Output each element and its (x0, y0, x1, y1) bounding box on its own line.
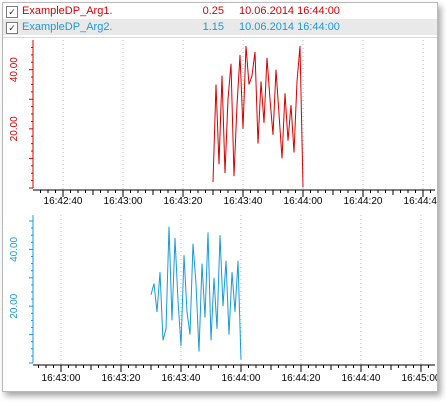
checkbox-icon[interactable]: ✓ (6, 6, 18, 18)
trend-chart-1[interactable]: 20.00 40.00 16:42:40 16:43:00 16:43:20 16:43:… (3, 38, 437, 206)
x-tick-label: 16:43:40 (224, 196, 263, 206)
legend-series-name: ExampleDP_Arg1. (22, 5, 113, 17)
x-tick-label: 16:44:20 (282, 373, 321, 384)
x-tick-label: 16:44:40 (342, 373, 381, 384)
y-tick-label: 20.00 (9, 293, 20, 318)
y-tick-label: 40.00 (9, 57, 20, 82)
legend-series-value: 0.25 (202, 5, 224, 17)
x-tick-label: 16:45:00 (402, 373, 437, 384)
legend-series-value: 1.15 (202, 21, 224, 33)
trend-plot-2[interactable]: 20.00 40.00 16:43:00 16:43:20 16:43:40 16:44:… (3, 213, 437, 391)
trend-legend: ✓ ExampleDP_Arg1. 0.25 10.06.2014 16:44:… (3, 3, 437, 38)
legend-series-name: ExampleDP_Arg2. (22, 21, 113, 33)
x-tick-label: 16:43:00 (104, 196, 143, 206)
series-line (150, 226, 242, 360)
x-tick-label: 16:43:20 (164, 196, 203, 206)
x-tick-label: 16:44:00 (222, 373, 261, 384)
x-tick-label: 16:44:00 (284, 196, 323, 206)
x-tick-label: 16:43:40 (162, 373, 201, 384)
legend-selection-highlight (3, 19, 437, 35)
trend-window: ✓ ExampleDP_Arg1. 0.25 10.06.2014 16:44:… (2, 2, 438, 392)
trend-chart-2[interactable]: 20.00 40.00 16:43:00 16:43:20 16:43:40 16:44:… (3, 213, 437, 391)
legend-series-time: 10.06.2014 16:44:00 (239, 21, 340, 33)
x-tick-label: 16:43:00 (42, 373, 81, 384)
series-line (212, 45, 304, 188)
x-tick-label: 16:43:20 (102, 373, 141, 384)
trend-plot-1[interactable]: 20.00 40.00 16:42:40 16:43:00 16:43:20 16:43:… (3, 38, 437, 206)
y-tick-label: 40.00 (9, 236, 20, 261)
y-tick-label: 20.00 (9, 116, 20, 141)
legend-series-time: 10.06.2014 16:44:00 (239, 5, 340, 17)
x-tick-label: 16:44:20 (344, 196, 383, 206)
x-tick-label: 16:42:40 (44, 196, 83, 206)
x-tick-label: 16:44:40 (404, 196, 437, 206)
checkbox-icon[interactable]: ✓ (6, 22, 18, 34)
